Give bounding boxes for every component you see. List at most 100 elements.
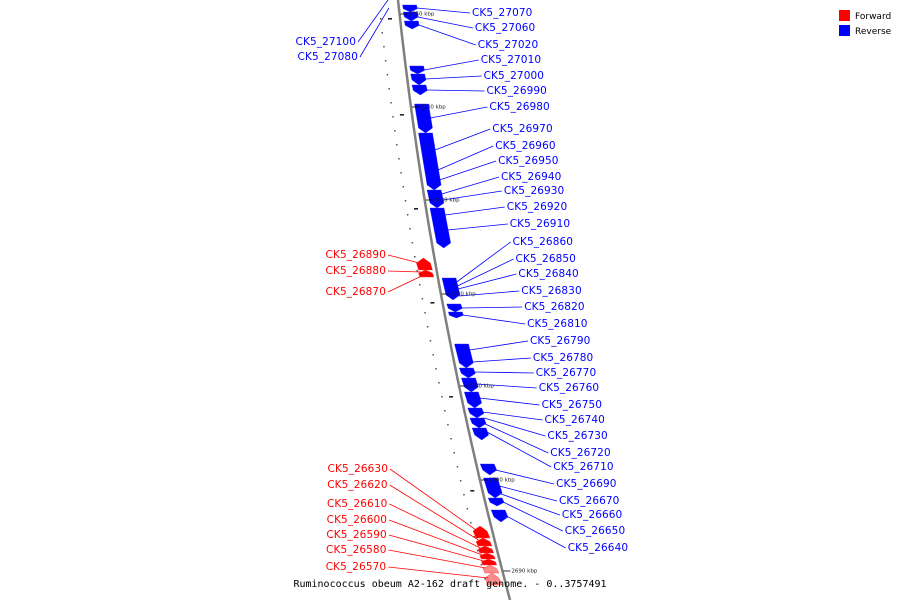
reverse-gene-label[interactable]: CK5_27000: [484, 70, 544, 82]
reverse-gene-feature: [441, 277, 461, 301]
forward-gene-label[interactable]: CK5_26880: [326, 265, 386, 277]
track-dot: [435, 368, 437, 370]
leader-line: [430, 106, 488, 119]
track-dot: [426, 326, 429, 328]
leader-line: [506, 515, 566, 549]
reverse-gene-label[interactable]: CK5_26960: [495, 140, 555, 152]
leader-line: [388, 566, 489, 579]
track-mark: [399, 114, 404, 116]
scale-tick-label: 2750 kbp: [409, 12, 435, 18]
forward-gene-label[interactable]: CK5_26600: [327, 514, 387, 526]
reverse-gene-label[interactable]: CK5_26980: [489, 101, 549, 113]
reverse-gene-label[interactable]: CK5_26740: [545, 414, 605, 426]
track-dot: [421, 298, 424, 300]
track-dot: [390, 102, 392, 104]
reverse-gene-label[interactable]: CK5_26790: [530, 335, 590, 347]
reverse-gene-label[interactable]: CK5_26930: [504, 185, 564, 197]
track-dot: [463, 494, 465, 496]
reverse-gene-label[interactable]: CK5_26860: [513, 236, 573, 248]
leader-line: [486, 431, 552, 468]
forward-gene-feature: [418, 269, 435, 278]
reverse-gene-label[interactable]: CK5_26970: [492, 123, 552, 135]
forward-gene-label[interactable]: CK5_26590: [326, 529, 386, 541]
track-dot: [444, 410, 446, 412]
reverse-gene-label[interactable]: CK5_26640: [568, 542, 628, 554]
reverse-gene-label[interactable]: CK5_26840: [518, 268, 578, 280]
reverse-gene-label[interactable]: CK5_26950: [498, 155, 558, 167]
track-dot: [381, 32, 383, 34]
leader-line: [417, 16, 473, 29]
scale-tick-label: 2690 kbp: [511, 569, 537, 575]
track-mark: [430, 302, 435, 304]
scale-tick-label: 2730 kbp: [434, 198, 460, 204]
forward-gene-label[interactable]: CK5_26580: [326, 544, 386, 556]
leader-line: [462, 314, 526, 325]
leader-line: [387, 270, 421, 273]
track-dot: [414, 256, 416, 258]
label-leaders: [357, 0, 566, 579]
leader-line: [459, 290, 520, 297]
leader-line: [389, 484, 479, 541]
leader-line: [387, 275, 422, 293]
track-dot: [388, 88, 390, 90]
scale-tick-label: 2720 kbp: [450, 292, 476, 298]
forward-gene-label[interactable]: CK5_26630: [328, 463, 388, 475]
legend-forward-label: Forward: [855, 12, 891, 22]
forward-gene-label[interactable]: CK5_26620: [327, 479, 387, 491]
reverse-gene-label[interactable]: CK5_27010: [481, 54, 541, 66]
reverse-gene-label[interactable]: CK5_26710: [553, 461, 613, 473]
reverse-gene-feature: [467, 407, 485, 419]
reverse-gene-label[interactable]: CK5_27020: [478, 39, 538, 51]
leader-line: [482, 411, 543, 421]
reverse-gene-label[interactable]: CK5_26810: [527, 318, 587, 330]
reverse-gene-label[interactable]: CK5_26830: [521, 285, 581, 297]
leader-line: [469, 340, 529, 351]
reverse-gene-label[interactable]: CK5_26760: [539, 382, 599, 394]
track-dot: [394, 130, 396, 132]
reverse-gene-feature: [461, 377, 479, 393]
track-dot: [402, 186, 404, 188]
leader-line: [479, 397, 540, 406]
forward-gene-label[interactable]: CK5_26610: [327, 498, 387, 510]
reverse-gene-label[interactable]: CK5_27080: [298, 51, 358, 63]
reverse-gene-label[interactable]: CK5_26920: [507, 201, 567, 213]
forward-gene-feature: [477, 545, 495, 554]
reverse-gene-label[interactable]: CK5_26990: [487, 85, 547, 97]
reverse-gene-label[interactable]: CK5_26850: [516, 253, 576, 265]
reverse-gene-label[interactable]: CK5_26780: [533, 352, 593, 364]
leader-line: [442, 190, 502, 201]
forward-gene-label[interactable]: CK5_26890: [326, 249, 386, 261]
leader-line: [502, 501, 563, 532]
track-dot: [383, 46, 385, 48]
track-dot: [480, 564, 483, 566]
forward-gene-label[interactable]: CK5_26870: [326, 286, 386, 298]
reverse-gene-label[interactable]: CK5_26660: [562, 509, 622, 521]
leader-line: [388, 549, 486, 569]
track-mark: [449, 396, 454, 398]
reverse-gene-label[interactable]: CK5_26750: [542, 399, 602, 411]
track-mark: [470, 490, 475, 492]
legend-reverse-swatch: [839, 25, 850, 36]
reverse-gene-label[interactable]: CK5_26720: [550, 447, 610, 459]
track-dot: [424, 312, 426, 314]
track-dot: [380, 18, 382, 20]
leader-line: [434, 128, 491, 151]
reverse-gene-feature: [490, 509, 509, 523]
reverse-gene-label[interactable]: CK5_26940: [501, 171, 561, 183]
reverse-gene-label[interactable]: CK5_26910: [510, 218, 570, 230]
reverse-gene-label[interactable]: CK5_27060: [475, 22, 535, 34]
reverse-gene-label[interactable]: CK5_26670: [559, 495, 619, 507]
track-dot: [400, 172, 402, 174]
reverse-gene-label[interactable]: CK5_26690: [556, 478, 616, 490]
reverse-gene-label[interactable]: CK5_26820: [524, 301, 584, 313]
reverse-gene-label[interactable]: CK5_26770: [536, 367, 596, 379]
forward-gene-label[interactable]: CK5_26570: [326, 561, 386, 573]
track-dot: [392, 116, 394, 118]
reverse-gene-label[interactable]: CK5_26650: [565, 525, 625, 537]
reverse-gene-label[interactable]: CK5_26730: [547, 430, 607, 442]
scale-tick-label: 2710 kbp: [468, 384, 494, 390]
track-dot: [416, 270, 418, 272]
track-dot: [404, 200, 407, 202]
reverse-gene-label[interactable]: CK5_27100: [296, 36, 356, 48]
reverse-gene-label[interactable]: CK5_27070: [472, 7, 532, 19]
